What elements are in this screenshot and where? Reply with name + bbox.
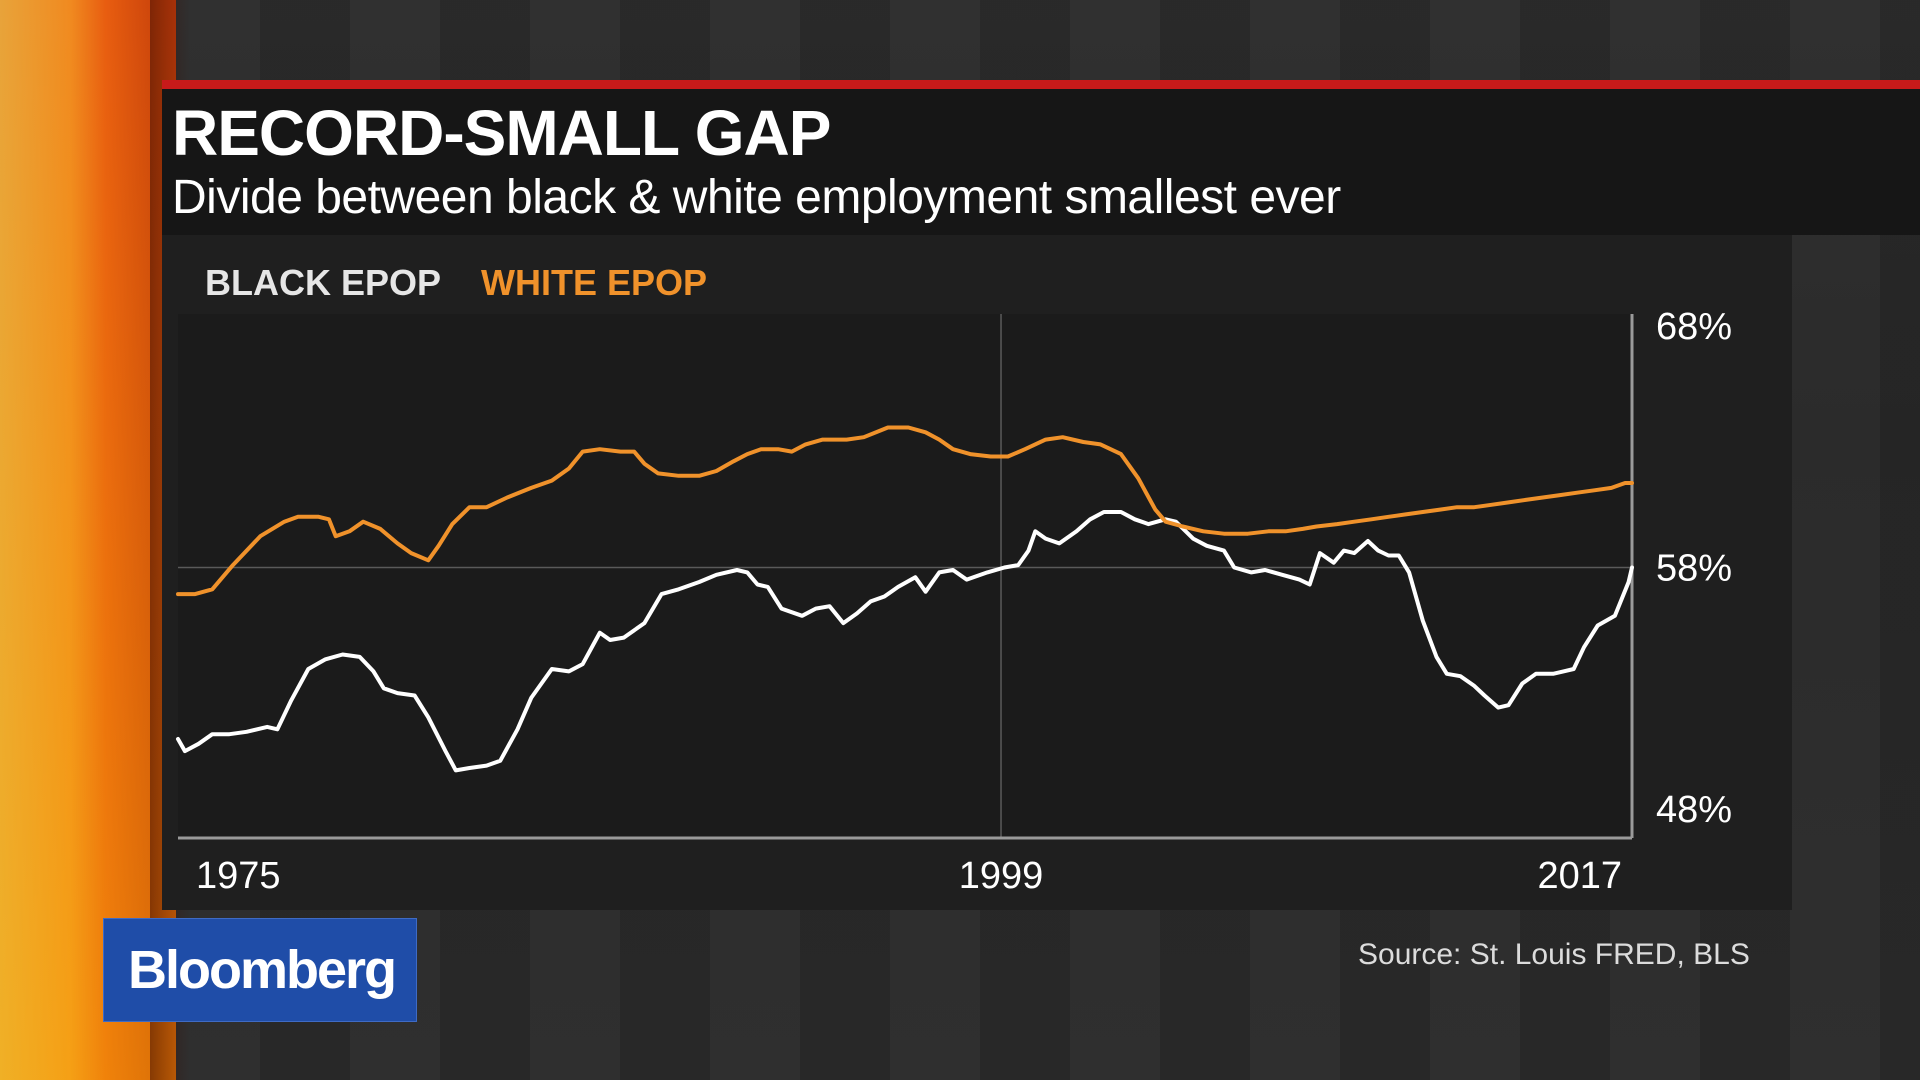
series-line-black-epop <box>176 510 1634 773</box>
series-line-white-epop <box>176 425 1634 597</box>
y-tick-label: 68% <box>1656 306 1732 348</box>
y-tick-label: 58% <box>1656 548 1732 590</box>
chart-title: RECORD-SMALL GAP <box>172 97 831 169</box>
x-tick-label: 1999 <box>959 855 1044 897</box>
chart-subtitle: Divide between black & white employment … <box>172 171 1341 224</box>
bloomberg-logo: Bloomberg <box>103 918 417 1022</box>
y-tick-label: 48% <box>1656 789 1732 831</box>
grid-layer <box>178 314 1632 838</box>
legend-item-white-epop: WHITE EPOP <box>481 262 708 303</box>
plot-area <box>178 314 1632 838</box>
chart-legend: BLACK EPOP WHITE EPOP <box>205 262 707 304</box>
logo-text: Bloomberg <box>128 940 397 1000</box>
x-tick-label: 1975 <box>196 855 281 897</box>
title-accent-rule <box>162 80 1920 89</box>
side-color-bar <box>0 0 176 1080</box>
legend-item-black-epop: BLACK EPOP <box>205 262 442 303</box>
tick-label-layer: 1975 1999 2017 68% 58% 48% <box>196 306 1732 897</box>
source-note: Source: St. Louis FRED, BLS <box>1358 938 1750 971</box>
title-box <box>162 89 1920 235</box>
x-tick-label: 2017 <box>1537 855 1622 897</box>
axis-layer <box>178 314 1634 840</box>
series-layer <box>176 425 1634 773</box>
